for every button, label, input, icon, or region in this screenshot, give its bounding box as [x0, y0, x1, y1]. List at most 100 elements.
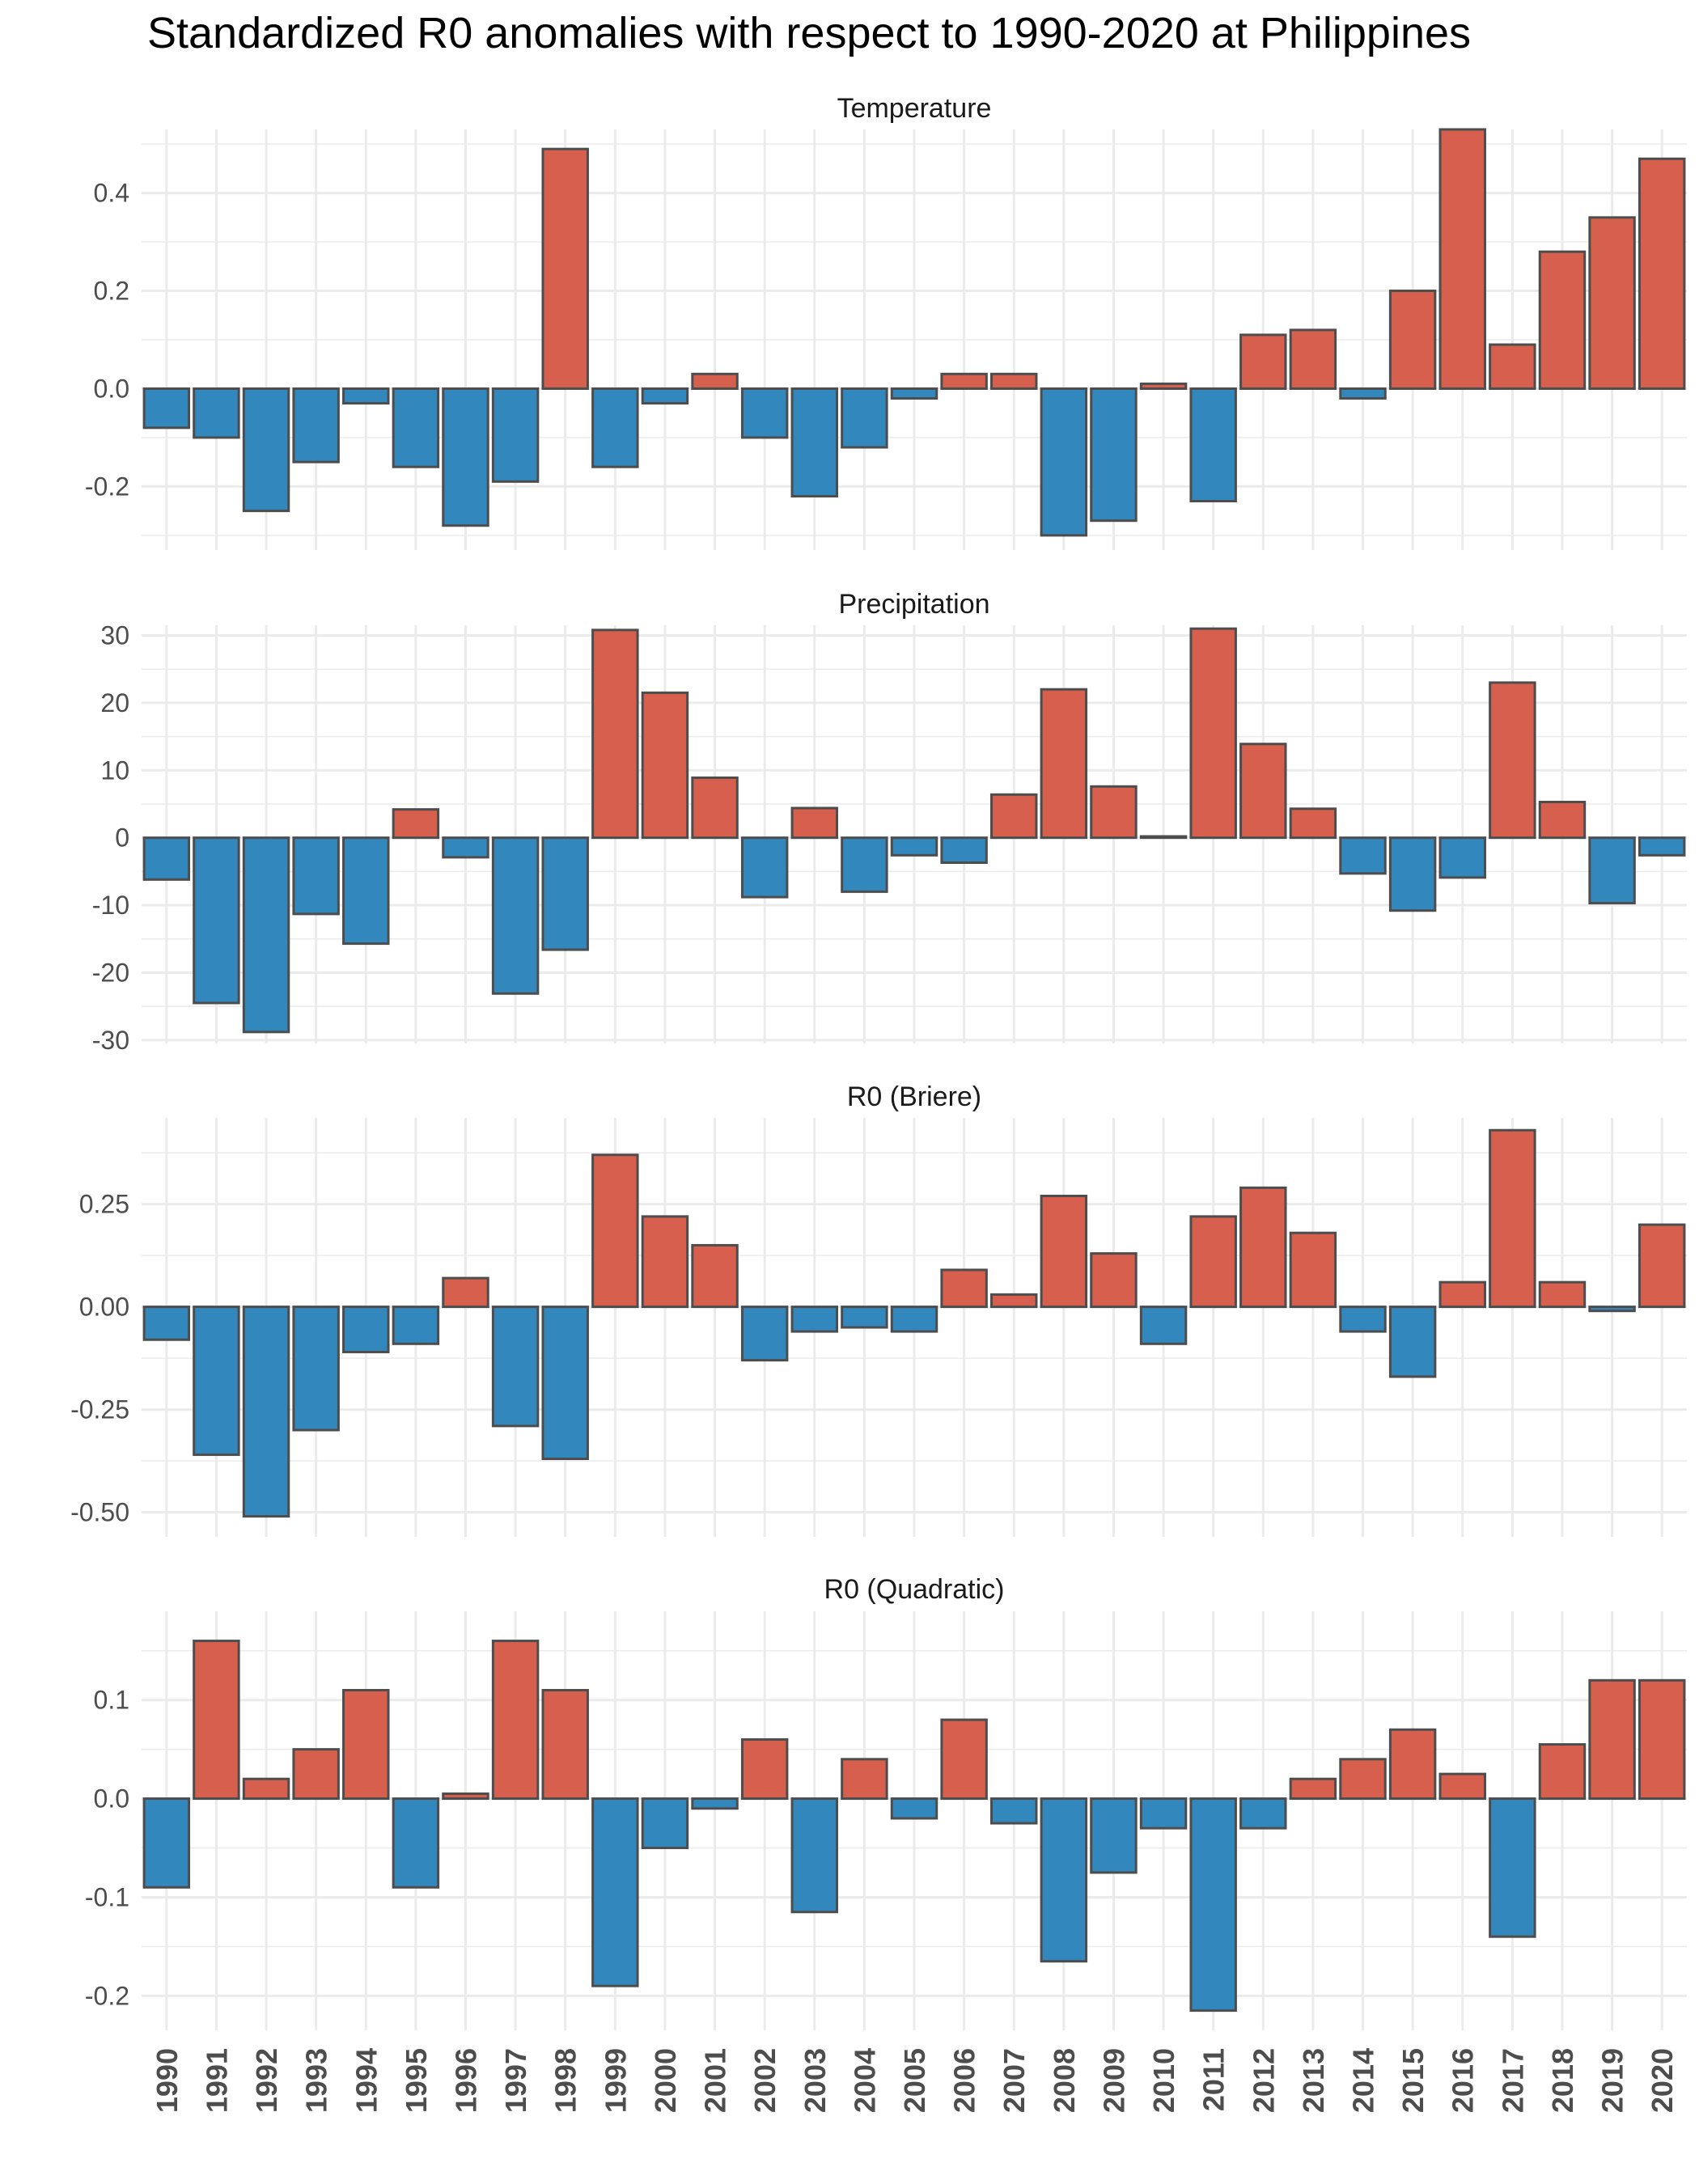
x-tick-label: 2002 [748, 2048, 782, 2113]
bar-1993 [292, 1306, 340, 1432]
panel-1: -30 -20 -10 0 10 20 30 Precipitation [92, 589, 1687, 1055]
bar-2000 [641, 1797, 689, 1850]
bar-1998 [541, 1306, 589, 1461]
x-tick-label: 2001 [699, 2048, 732, 2113]
bar-2007 [990, 1293, 1038, 1309]
x-tick-label: 1996 [449, 2048, 482, 2113]
bar-2015 [1388, 1306, 1437, 1378]
bar-1995 [392, 1797, 440, 1889]
bar-2006 [940, 372, 988, 390]
bar-2003 [790, 1797, 839, 1914]
panel-2: -0.50 -0.25 0.00 0.25 R0 (Briere) [70, 1081, 1687, 1537]
y-tick-label: 20 [100, 688, 129, 717]
bar-2002 [740, 836, 789, 899]
bar-1992 [242, 1777, 290, 1801]
y-tick-label: 0.4 [94, 179, 129, 208]
x-tick-label: 2007 [998, 2048, 1031, 2113]
bar-1991 [193, 1306, 240, 1456]
x-tick-label: 2010 [1147, 2048, 1180, 2113]
bar-1993 [292, 387, 340, 463]
panel-title: R0 (Briere) [847, 1081, 981, 1112]
x-tick-label: 2011 [1197, 2048, 1231, 2111]
bar-2008 [1040, 1797, 1088, 1963]
x-tick-label: 1992 [250, 2048, 283, 2113]
bar-1994 [342, 387, 390, 405]
bar-1991 [193, 387, 240, 439]
bar-2001 [691, 776, 739, 840]
x-tick-label: 1998 [549, 2048, 583, 2113]
bar-1991 [193, 1640, 240, 1801]
x-tick-label: 1993 [300, 2048, 333, 2113]
bar-2011 [1189, 1215, 1237, 1309]
bar-1998 [541, 1689, 589, 1801]
x-tick-label: 1994 [350, 2048, 383, 2113]
chart-title: Standardized R0 anomalies with respect t… [147, 9, 1472, 57]
bar-2000 [641, 691, 689, 840]
bar-2004 [841, 1758, 888, 1801]
bar-2000 [641, 1215, 689, 1309]
y-tick-label: 30 [100, 621, 129, 650]
bar-2013 [1289, 1777, 1337, 1801]
bar-2005 [890, 1797, 938, 1820]
x-tick-label: 1995 [400, 2048, 433, 2113]
y-tick-label: 0 [115, 823, 129, 853]
x-tick-label: 2012 [1247, 2048, 1280, 2113]
bar-2015 [1388, 290, 1437, 390]
bar-1994 [342, 836, 390, 946]
y-tick-label: -0.25 [70, 1395, 129, 1424]
x-tick-label: 2014 [1347, 2048, 1380, 2113]
bar-2014 [1339, 836, 1387, 875]
bar-1993 [292, 836, 340, 916]
bar-1990 [142, 1797, 191, 1889]
bar-2004 [841, 1306, 888, 1329]
x-tick-label: 2008 [1048, 2048, 1081, 2113]
bar-2015 [1388, 1728, 1437, 1801]
bar-1994 [342, 1689, 390, 1801]
x-tick-label: 2006 [948, 2048, 981, 2113]
y-tick-label: 0.25 [79, 1190, 129, 1219]
bar-2010 [1139, 835, 1188, 840]
bar-2019 [1588, 1678, 1636, 1801]
bar-2013 [1289, 1231, 1337, 1309]
bar-2018 [1538, 1743, 1587, 1801]
y-tick-label: -10 [92, 891, 129, 920]
bar-2005 [890, 1306, 938, 1333]
bar-2008 [1040, 688, 1088, 840]
bar-2009 [1090, 785, 1138, 840]
bar-2012 [1239, 1186, 1287, 1309]
bar-1993 [292, 1748, 340, 1801]
bar-2002 [740, 1306, 789, 1362]
bar-2013 [1289, 328, 1337, 390]
bar-2003 [790, 806, 839, 840]
bar-2017 [1489, 1128, 1536, 1309]
y-tick-label: -0.2 [85, 472, 129, 501]
bar-2018 [1538, 800, 1587, 840]
bar-2008 [1040, 387, 1088, 537]
bar-1990 [142, 1306, 191, 1341]
bar-2018 [1538, 1280, 1587, 1309]
x-tick-label: 2004 [848, 2048, 881, 2113]
bar-1999 [591, 629, 639, 840]
bar-2011 [1189, 627, 1237, 840]
x-tick-label: 1990 [150, 2048, 184, 2113]
y-tick-label: 0.1 [94, 1686, 129, 1715]
bar-1995 [392, 387, 440, 468]
bar-2014 [1339, 1306, 1387, 1333]
bar-2020 [1638, 836, 1686, 857]
bar-1990 [142, 836, 191, 881]
y-tick-label: 10 [100, 756, 129, 785]
panel-title: R0 (Quadratic) [824, 1574, 1005, 1605]
x-tick-label: 1999 [599, 2048, 632, 2113]
panel-3: -0.2 -0.1 0.0 0.1 R0 (Quadratic) [85, 1574, 1687, 2030]
bar-1998 [541, 147, 589, 390]
y-tick-label: 0.00 [79, 1293, 129, 1322]
bar-2013 [1289, 807, 1337, 840]
bar-2016 [1438, 836, 1486, 879]
y-tick-label: -0.1 [85, 1882, 129, 1911]
x-tick-label: 2009 [1097, 2048, 1130, 2113]
bar-2001 [691, 372, 739, 390]
bar-2003 [790, 1306, 839, 1333]
bar-2014 [1339, 1758, 1387, 1801]
x-tick-label: 1991 [200, 2048, 233, 2113]
